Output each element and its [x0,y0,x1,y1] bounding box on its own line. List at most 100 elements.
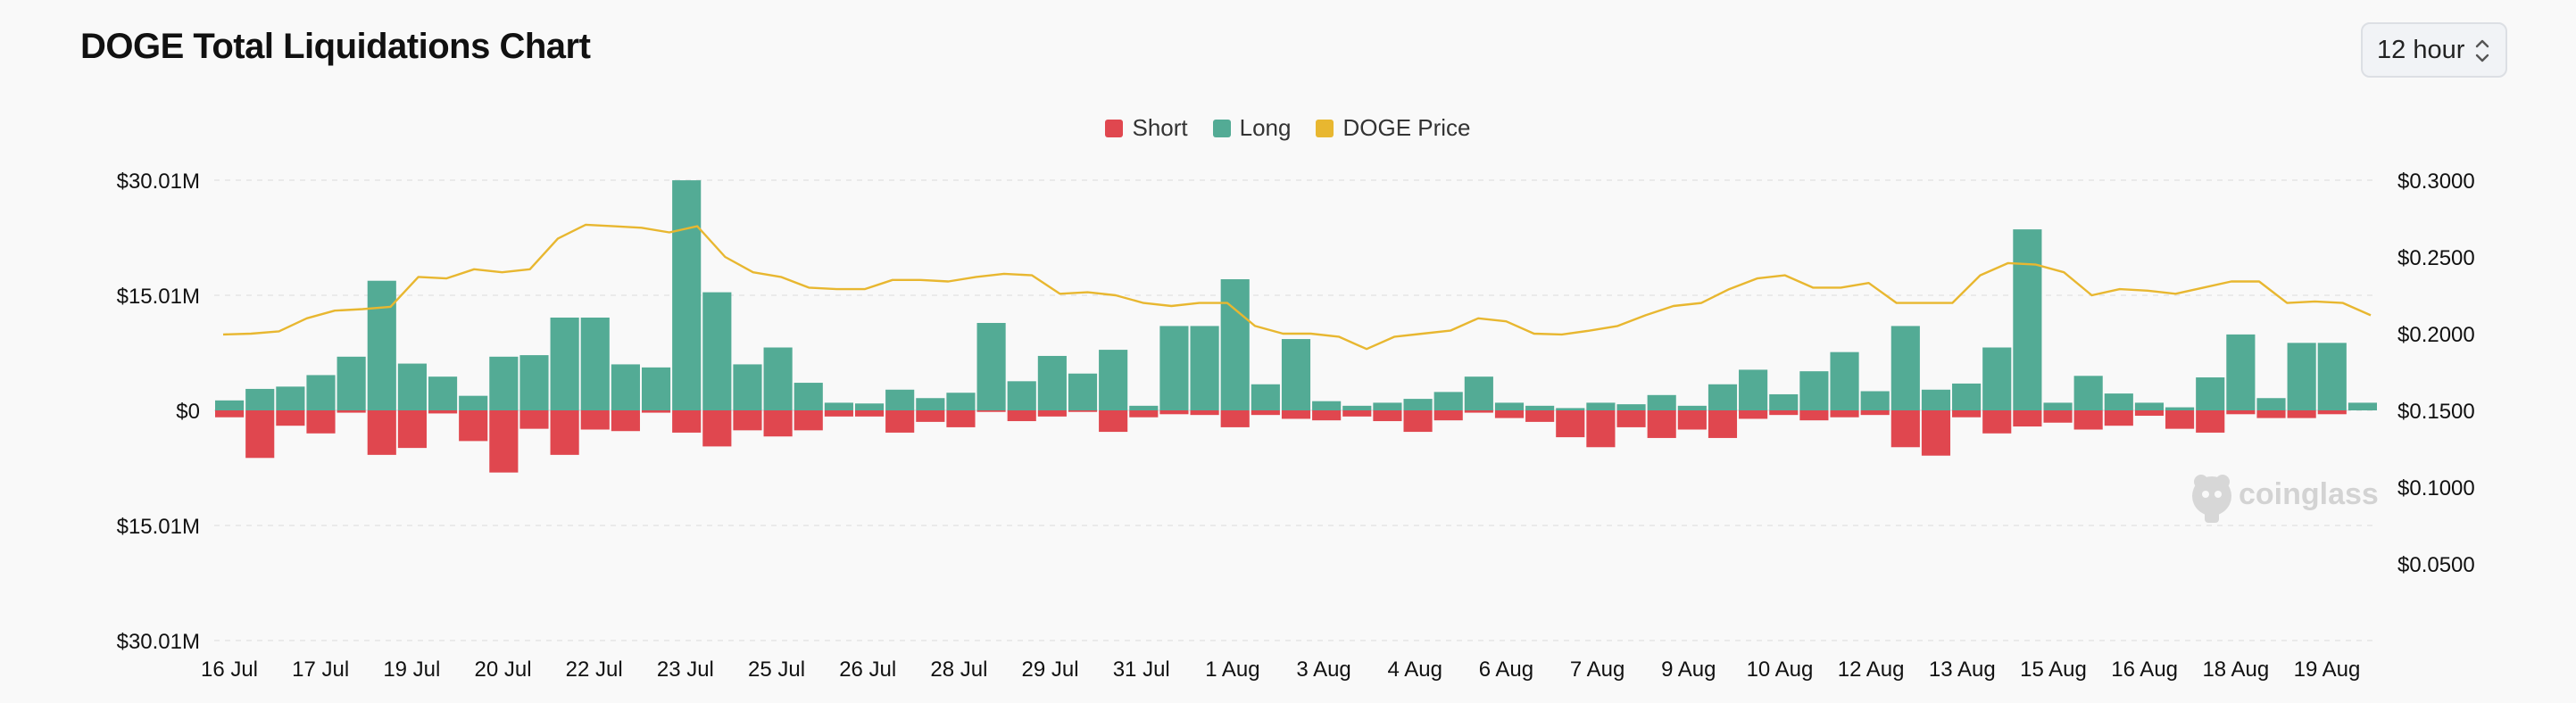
short-bar [2256,410,2286,418]
long-bar [1860,391,1890,410]
right-axis: $0.3000 $0.2500 $0.2000 $0.1500 $0.1000 $0.05… [2397,170,2475,577]
long-bar [763,347,793,410]
short-bar [1860,410,1890,416]
long-bar [1890,326,1920,410]
long-bar [854,403,885,410]
chevron-up-down-icon [2475,39,2489,62]
x-tick-label: 16 Jul [201,658,258,682]
short-bar [337,410,366,413]
x-tick-label: 18 Aug [2202,658,2269,682]
x-tick-label: 25 Jul [748,658,805,682]
svg-text:coinglass: coinglass [2239,477,2379,511]
x-tick-label: 26 Jul [839,658,896,682]
short-bar [1190,410,1219,416]
short-bar [1769,410,1799,416]
legend-swatch-long [1212,119,1231,137]
x-tick-label: 9 Aug [1661,658,1716,682]
short-bar [245,410,275,459]
long-bar [794,383,823,410]
long-bar [1403,399,1433,410]
short-bar [306,410,336,434]
short-bar [1464,410,1493,413]
long-bar [2226,334,2256,410]
short-bar [1890,410,1920,448]
short-bar [2226,410,2256,415]
doge-price-line [222,223,2372,351]
legend-item-short[interactable]: Short [1105,114,1188,142]
short-bar [2073,410,2103,430]
short-bar [1251,410,1280,416]
long-bar [2287,343,2316,410]
short-bar [1220,410,1250,427]
interval-select[interactable]: 12 hour [2361,22,2507,78]
short-bar [1830,410,1859,418]
short-bar [1373,410,1402,422]
short-bar [641,410,671,413]
legend-item-price[interactable]: DOGE Price [1316,114,1471,142]
y-left-tick-label: $15.01M [117,515,200,539]
legend-label-long: Long [1239,114,1292,141]
short-bar [1007,410,1036,422]
price-line-series [222,223,2372,351]
short-bar [1556,410,1585,438]
short-bar [276,410,305,426]
long-bar [1251,384,1280,410]
long-bar [1830,352,1859,410]
long-bar [2347,402,2377,410]
long-bar [1373,402,1402,410]
long-bar [1099,350,1128,410]
short-bar [459,410,488,442]
short-bar [1037,410,1067,417]
long-bar [2043,402,2073,410]
long-bar [276,386,305,410]
y-right-tick-label: $0.1500 [2397,400,2475,424]
long-bar [916,398,945,410]
long-bar [2196,377,2225,410]
legend-swatch-price [1316,119,1334,137]
short-bar [733,410,762,431]
long-bar [245,388,275,410]
long-bar [1982,347,2012,410]
long-bar [1007,381,1036,410]
long-bar [2013,229,2042,410]
short-bar [1739,410,1768,419]
short-bar [611,410,640,432]
long-bar [885,389,915,410]
long-bar [1556,408,1585,410]
short-bar [916,410,945,422]
long-bar [2134,402,2165,410]
x-tick-label: 19 Jul [383,658,440,682]
long-bar [1952,383,1982,410]
x-tick-label: 16 Aug [2111,658,2178,682]
short-bar [885,410,915,433]
short-bar [2196,410,2225,433]
long-bar [215,400,245,410]
short-bar [489,410,519,473]
short-bar [1677,410,1707,430]
x-tick-label: 4 Aug [1388,658,1442,682]
short-bar [215,410,245,418]
short-bar [1708,410,1738,438]
short-bar [824,410,853,417]
legend-item-long[interactable]: Long [1212,114,1292,142]
short-bar [1586,410,1616,448]
x-tick-label: 1 Aug [1205,658,1259,682]
short-bar [1525,410,1555,422]
long-bar [1129,405,1159,410]
x-tick-label: 29 Jul [1022,658,1079,682]
short-bar [1159,410,1189,415]
x-axis: 16 Jul 17 Jul 19 Jul 20 Jul 22 Jul 23 Jul 25 J… [201,658,2360,682]
long-bar [1525,405,1555,410]
short-bar [1647,410,1676,438]
y-left-tick-label: $30.01M [117,170,200,194]
bar-series [215,180,2377,473]
short-bar [702,410,732,447]
short-bar [1494,410,1525,418]
long-bar [519,355,549,410]
short-bar [1433,410,1463,421]
x-tick-label: 13 Aug [1929,658,1996,682]
long-bar [733,364,762,410]
y-left-tick-label: $30.01M [117,630,200,654]
long-bar [1312,401,1342,410]
